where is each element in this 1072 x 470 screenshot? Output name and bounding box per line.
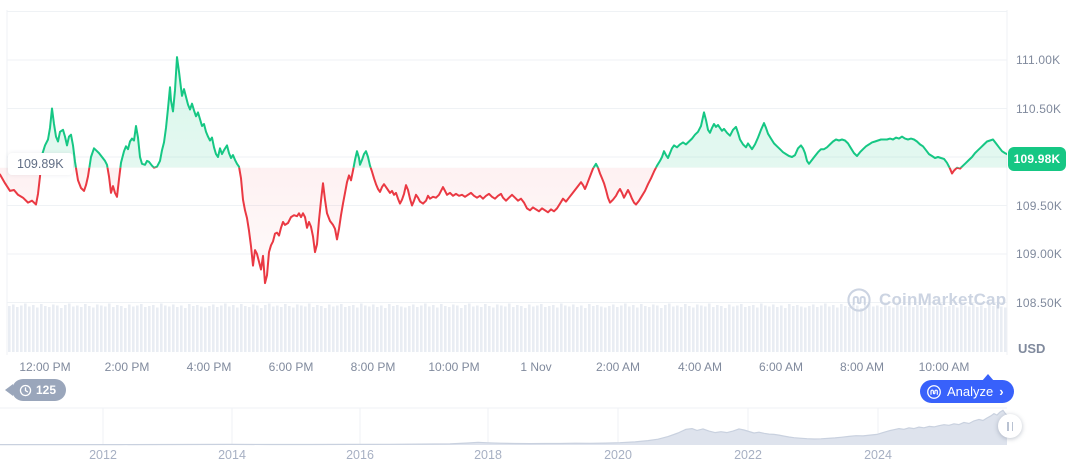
x-axis-tick-label: 12:00 PM (19, 360, 71, 374)
clock-history-icon (19, 384, 32, 396)
y-axis-label: 111.00K (1016, 53, 1061, 67)
year-axis: 2012 2014 2016 2018 2020 2022 2024 (0, 448, 1008, 464)
year-label: 2012 (89, 448, 117, 462)
year-label: 2022 (734, 448, 762, 462)
year-label: 2020 (604, 448, 632, 462)
analyze-button[interactable]: Analyze › (920, 374, 1014, 403)
range-selector-right-handle[interactable] (998, 414, 1022, 438)
baseline-price-label: 109.89K (8, 153, 73, 175)
y-axis-label: 109.50K (1016, 198, 1063, 213)
x-axis-tick-label: 10:00 PM (428, 360, 480, 374)
y-axis-label: 110.50K (1016, 101, 1062, 116)
analyze-cmc-icon (927, 384, 941, 399)
y-axis-label: 108.50K (1016, 295, 1063, 310)
x-axis-tick-label: 8:00 AM (839, 360, 885, 374)
currency-unit-label: USD (1018, 341, 1046, 356)
year-label: 2014 (218, 448, 246, 462)
handle-grip-bar (1011, 421, 1013, 431)
watchers-count: 125 (36, 383, 57, 397)
chevron-right-icon: › (999, 384, 1004, 399)
x-axis-tick-label: 2:00 PM (104, 360, 150, 374)
x-axis-tick-label: 4:00 AM (677, 360, 723, 374)
watchers-count-badge[interactable]: 125 (12, 379, 67, 401)
time-axis: 12:00 PM 2:00 PM 4:00 PM 6:00 PM 8:00 PM 10:0… (0, 360, 1008, 376)
current-price-value: 109.98K (1013, 152, 1061, 166)
year-label: 2018 (474, 448, 502, 462)
x-axis-tick-label: 10:00 AM (918, 360, 970, 374)
current-price-badge: 109.98K (1008, 147, 1066, 171)
baseline-price-value: 109.89K (17, 157, 64, 171)
year-label: 2016 (346, 448, 374, 462)
x-axis-tick-label: 6:00 AM (758, 360, 804, 374)
handle-grip-bar (1007, 421, 1009, 431)
x-axis-tick-label: 6:00 PM (268, 360, 314, 374)
analyze-label: Analyze (947, 384, 994, 399)
x-axis-tick-label: 2:00 AM (595, 360, 641, 374)
x-axis-tick-label: 4:00 PM (186, 360, 232, 374)
year-label: 2024 (864, 448, 892, 462)
x-axis-tick-label: 1 Nov (520, 360, 552, 374)
y-axis-label: 109.00K (1016, 247, 1063, 261)
x-axis-tick-label: 8:00 PM (350, 360, 396, 374)
